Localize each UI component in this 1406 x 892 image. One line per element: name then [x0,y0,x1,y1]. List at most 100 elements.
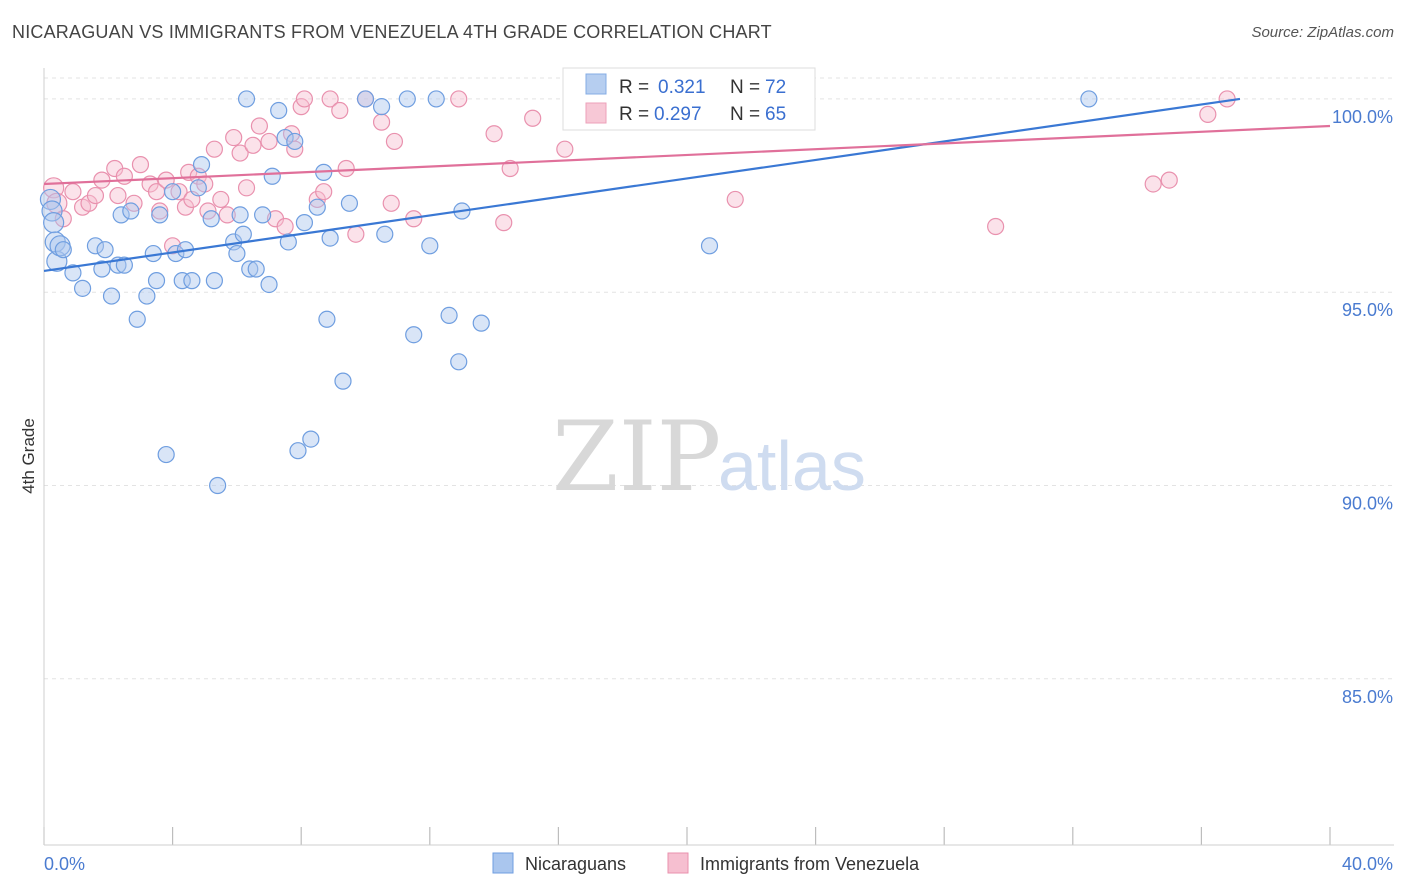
nicaraguan-point-48 [295,214,314,232]
source-label: Source: ZipAtlas.com [1251,24,1394,41]
nicaraguan-point-9 [86,237,105,255]
legend-n-label-2: N = [730,104,760,125]
nicaraguan-point-43 [270,101,288,120]
nicaraguan-point-50 [308,198,326,216]
venezuela-point-60 [987,217,1005,236]
nicaraguan-point-47 [289,442,307,460]
watermark-atlas: atlas [718,427,866,505]
venezuela-point-10 [115,167,133,185]
nicaraguan-point-63 [440,306,458,325]
nicaraguan-point-7 [64,264,82,282]
x-tick-label-max: 40.0% [1342,854,1393,874]
nicaraguan-point-37 [237,90,256,108]
nicaraguan-point-21 [151,206,169,224]
nicaraguan-point-16 [122,202,140,220]
venezuela-point-39 [295,90,314,108]
nicaraguan-point-53 [321,229,339,247]
bottom-legend-label-nicaraguans: Nicaraguans [525,854,626,874]
venezuela-point-42 [321,90,339,108]
nicaraguan-point-34 [228,244,246,263]
venezuela-point-29 [231,144,249,162]
legend-r-label-1: R = [619,77,649,98]
bottom-legend-swatch-nicaraguans [492,852,514,874]
legend-n-value-2: 65 [765,104,786,125]
y-tick-labels: 85.0% 90.0% 95.0% 100.0% [1332,107,1393,707]
trend-lines [43,97,1331,273]
venezuela-point-49 [385,132,404,151]
venezuela-point-12 [131,156,150,174]
nicaraguan-point-49 [302,430,320,448]
nicaraguan-point-61 [421,237,439,255]
nicaraguan-point-25 [173,272,191,290]
nicaraguan-point-59 [398,90,416,108]
venezuela-point-54 [501,159,519,178]
venezuela-point-63 [1199,105,1217,123]
nicaraguan-point-56 [356,90,375,108]
nicaraguan-point-35 [231,206,249,224]
trend-line-venezuela [43,124,1331,186]
nicaraguan-point-4 [46,250,68,272]
nicaraguan-point-22 [157,445,175,464]
venezuela-point-44 [337,159,355,178]
y-tick-label-85: 85.0% [1342,687,1393,707]
nicaraguan-point-20 [147,272,166,290]
venezuela-point-45 [347,225,365,243]
nicaraguan-point-54 [334,372,352,390]
nicaraguan-point-32 [209,476,227,495]
nicaraguan-point-23 [164,183,182,201]
venezuela-point-32 [250,117,269,135]
bottom-legend-swatch-venezuela [667,852,689,874]
grid-lines [44,77,1394,680]
nicaraguan-point-71 [1080,90,1098,108]
legend-r-value-1: 0.321 [658,77,706,98]
venezuela-point-33 [260,132,278,151]
nicaraguan-point-55 [340,194,359,212]
venezuela-point-48 [382,194,400,212]
series-legend: Nicaraguans Immigrants from Venezuela [492,852,920,874]
nicaraguan-point-41 [260,275,278,294]
nicaraguan-point-46 [286,132,304,151]
nicaraguan-point-30 [202,210,220,228]
stats-legend: R = 0.321 N = 72 R = 0.297 N = 65 [562,67,816,131]
nicaraguan-point-18 [138,287,156,305]
nicaraguan-point-66 [472,314,490,332]
legend-r-label-2: R = [619,104,649,125]
legend-r-value-2: 0.297 [654,104,702,125]
nicaraguan-point-38 [241,260,259,278]
venezuela-point-28 [225,128,243,147]
venezuela-point-61 [1144,175,1162,193]
venezuela-point-56 [556,140,574,158]
nicaraguan-point-68 [700,237,719,255]
venezuela-point-58 [726,190,744,209]
nicaraguan-point-29 [192,156,211,174]
trend-line-nicaraguans [43,97,1241,273]
venezuela-point-53 [495,214,513,232]
nicaraguan-point-12 [102,287,121,305]
nicaraguan-point-0 [39,188,62,211]
nicaraguan-point-57 [372,98,391,116]
venezuela-point-31 [244,136,262,154]
y-tick-label-100: 100.0% [1332,107,1393,127]
bottom-legend-label-venezuela: Immigrants from Venezuela [700,854,920,874]
venezuela-point-27 [218,206,236,224]
venezuela-point-43 [331,101,349,120]
nicaraguan-point-62 [427,90,445,108]
venezuela-point-55 [524,109,542,127]
x-tick-label-min: 0.0% [44,854,85,874]
venezuela-point-15 [151,202,169,220]
nicaraguan-point-36 [234,225,252,243]
nicaraguan-point-10 [93,260,111,278]
nicaraguan-point-42 [263,167,281,185]
nicaraguan-point-28 [189,179,207,197]
x-axis-ticks [43,827,1331,845]
venezuela-point-51 [450,90,468,108]
nicaraguan-point-31 [205,272,223,290]
nicaraguan-point-6 [54,241,72,259]
nicaraguan-point-11 [96,241,114,259]
legend-swatch-venezuela [585,102,607,124]
venezuela-point-3 [64,183,82,201]
venezuela-point-18 [170,183,188,201]
nicaraguan-point-64 [450,353,468,371]
nicaraguan-point-27 [183,272,201,290]
